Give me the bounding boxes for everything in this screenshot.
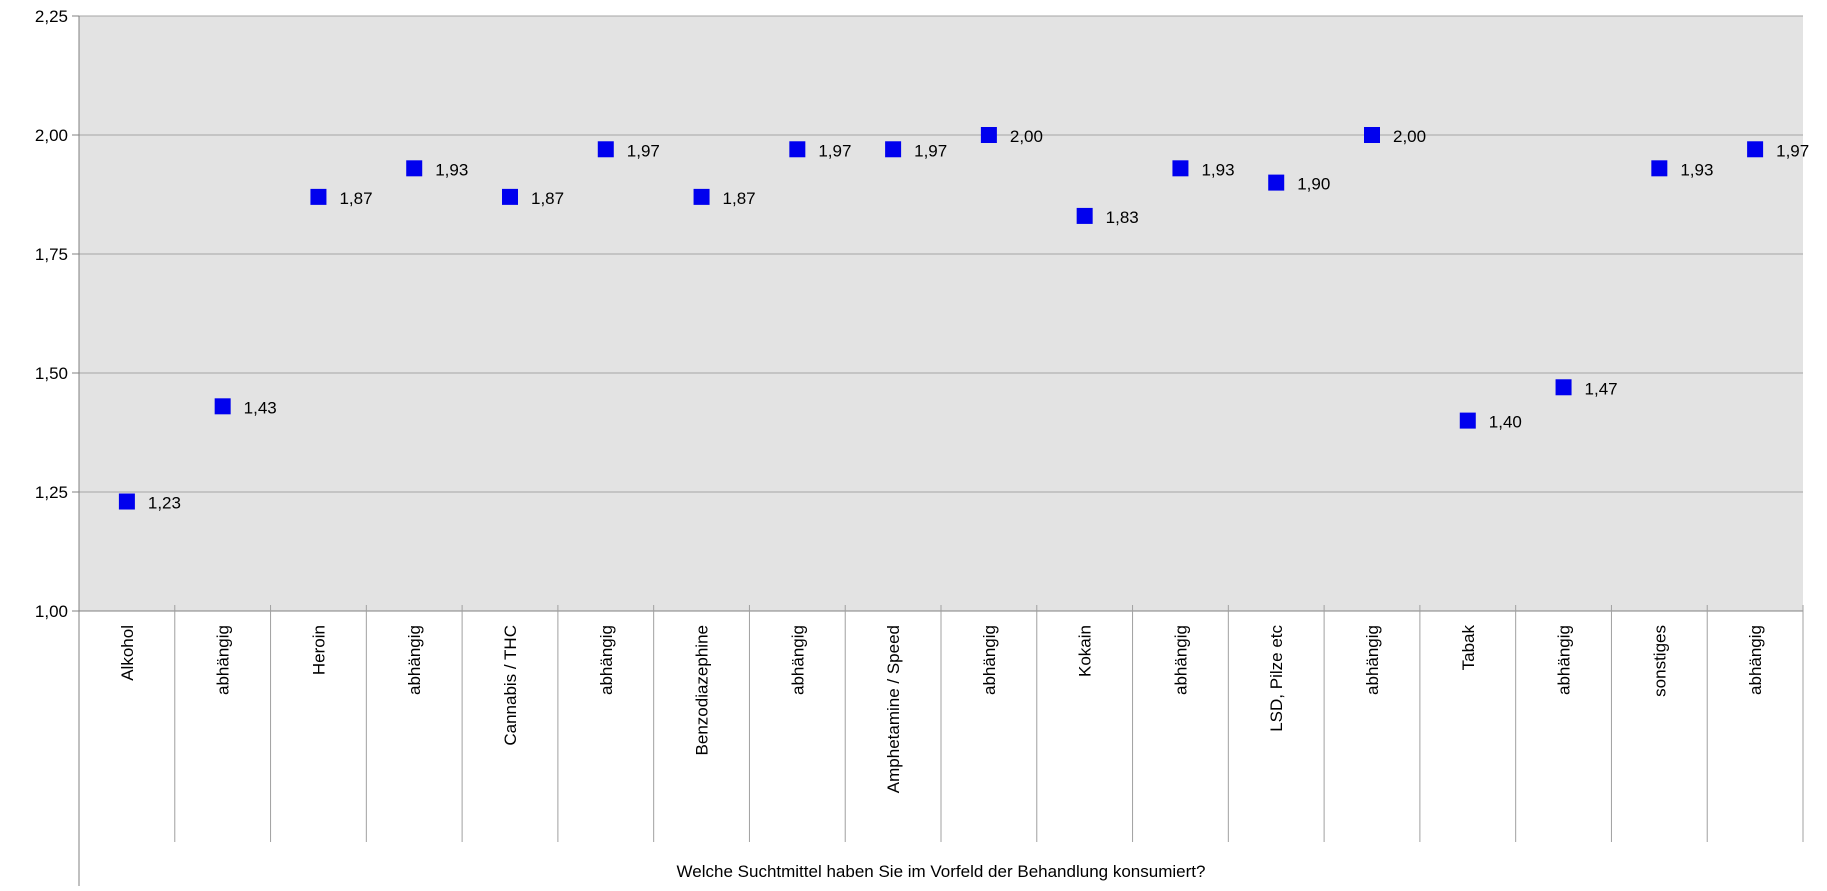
y-tick-label: 1,00: [35, 602, 68, 621]
data-point: [502, 188, 518, 205]
category-label: Heroin: [309, 625, 328, 675]
data-label: 1,97: [627, 141, 660, 160]
data-label: 1,40: [1489, 413, 1522, 432]
category-label: sonstiges: [1650, 625, 1669, 697]
data-point: [1555, 379, 1572, 396]
data-labels: 1,23 1,43 1,87 1,93 1,87 1,97 1,87 1,97 1,97 2,00…: [148, 127, 1809, 513]
data-point: [1172, 160, 1189, 177]
data-label: 1,97: [818, 141, 851, 160]
data-point: [1364, 127, 1380, 143]
category-label: Alkohol: [118, 625, 137, 681]
category-label: abhängig: [405, 625, 424, 695]
data-label: 1,93: [1680, 160, 1713, 179]
y-tick-label: 1,25: [35, 483, 68, 502]
data-label: 1,90: [1297, 175, 1330, 194]
y-tick-label: 1,75: [35, 245, 68, 264]
category-label: Benzodiazephine: [693, 625, 712, 755]
x-category-labels: Alkohol abhängig Heroin abhängig Cannabis / …: [118, 625, 1765, 794]
data-point: [406, 160, 423, 177]
y-tick-label: 2,25: [35, 7, 68, 26]
data-point: [1459, 412, 1476, 429]
data-point: [597, 141, 614, 158]
data-label: 1,93: [1201, 160, 1234, 179]
category-label: Tabak: [1459, 625, 1478, 671]
data-label: 1,43: [244, 398, 277, 417]
data-point: [1747, 141, 1764, 158]
data-label: 1,83: [1106, 208, 1139, 227]
data-label: 1,47: [1585, 379, 1618, 398]
data-label: 1,93: [435, 160, 468, 179]
category-label: abhängig: [980, 625, 999, 695]
category-label: Cannabis / THC: [501, 625, 520, 746]
data-point: [214, 398, 231, 415]
data-point: [118, 493, 135, 510]
category-label: abhängig: [214, 625, 233, 695]
data-point: [693, 188, 710, 205]
data-point: [310, 188, 327, 205]
category-label: abhängig: [597, 625, 616, 695]
y-tick-labels: 1,00 1,25 1,50 1,75 2,00 2,25: [35, 7, 68, 621]
data-label: 1,97: [1776, 141, 1809, 160]
data-label: 2,00: [1010, 127, 1043, 146]
data-point: [980, 127, 997, 143]
plot-area: [79, 16, 1803, 611]
gridlines: [79, 15, 1803, 493]
data-label: 1,97: [914, 141, 947, 160]
category-label: abhängig: [1171, 625, 1190, 695]
data-point: [1268, 174, 1285, 191]
data-label: 1,87: [531, 189, 564, 208]
y-tick-label: 1,50: [35, 364, 68, 383]
data-label: 2,00: [1393, 127, 1426, 146]
data-label: 1,23: [148, 494, 181, 513]
category-label: abhängig: [1555, 625, 1574, 695]
category-label: LSD, Pilze etc: [1267, 625, 1286, 732]
data-points: [118, 127, 1764, 510]
data-label: 1,87: [723, 189, 756, 208]
category-label: abhängig: [1363, 625, 1382, 695]
data-point: [1076, 207, 1093, 224]
x-axis-title: Welche Suchtmittel haben Sie im Vorfeld …: [677, 862, 1206, 881]
data-point: [789, 141, 806, 158]
data-point: [885, 141, 902, 158]
category-label: abhängig: [1746, 625, 1765, 695]
category-label: Amphetamine / Speed: [884, 625, 903, 793]
category-label: Kokain: [1076, 625, 1095, 677]
axes: [72, 15, 1804, 886]
data-label: 1,87: [339, 189, 372, 208]
data-point: [1651, 160, 1668, 177]
y-tick-label: 2,00: [35, 126, 68, 145]
category-label: abhängig: [788, 625, 807, 695]
